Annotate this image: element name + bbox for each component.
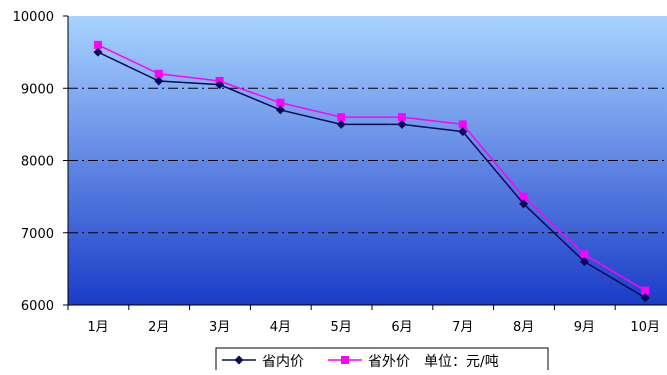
data-point: [397, 119, 407, 129]
y-tick-label: 10000: [13, 10, 54, 25]
data-point: [215, 80, 225, 90]
x-tick-label: 8月: [513, 320, 534, 335]
y-axis-ticks: 6000 7000 8000 9000 10000: [13, 10, 68, 314]
x-tick-label: 2月: [148, 320, 169, 335]
legend-label: 省内价: [262, 354, 304, 370]
x-tick-label: 4月: [270, 320, 291, 335]
data-point: [276, 98, 285, 107]
legend: 省内价 省外价 单位：元/吨: [215, 347, 549, 373]
legend-box: [215, 347, 549, 373]
data-point: [337, 113, 346, 122]
data-point: [154, 69, 163, 78]
data-point: [154, 76, 164, 86]
data-point: [336, 119, 346, 129]
x-tick-label: 9月: [574, 320, 595, 335]
data-point: [93, 47, 103, 57]
y-tick-label: 7000: [21, 227, 54, 242]
data-point: [275, 105, 285, 115]
series-line: [97, 51, 646, 299]
data-point: [580, 250, 589, 259]
plot-area: [68, 16, 667, 305]
x-tick-label: 7月: [452, 320, 473, 335]
legend-marker: [341, 356, 349, 364]
data-point: [641, 286, 650, 295]
series-domestic: [93, 47, 650, 303]
unit-note: 单位：元/吨: [424, 354, 499, 370]
legend-marker: [234, 355, 244, 365]
data-point: [94, 40, 102, 49]
data-point: [458, 120, 467, 129]
data-point: [458, 127, 468, 137]
series-line: [97, 44, 646, 292]
data-point: [579, 257, 589, 267]
x-tick-label: 6月: [391, 320, 412, 335]
data-point: [519, 199, 529, 209]
y-tick-label: 6000: [21, 299, 54, 314]
data-point: [640, 293, 650, 303]
x-tick-label: 5月: [331, 320, 352, 335]
y-tick-label: 9000: [21, 82, 54, 97]
series: [93, 40, 650, 303]
y-tick-label: 8000: [21, 155, 54, 170]
x-axis-ticks: 1月 2月 3月 4月 5月 6月 7月 8月 9月 10月: [67, 305, 660, 335]
data-point: [519, 192, 528, 201]
legend-label: 省外价: [368, 354, 410, 370]
x-tick-label: 3月: [209, 320, 230, 335]
x-tick-label: 10月: [630, 320, 660, 335]
x-tick-label: 1月: [87, 320, 108, 335]
data-point: [398, 113, 406, 122]
